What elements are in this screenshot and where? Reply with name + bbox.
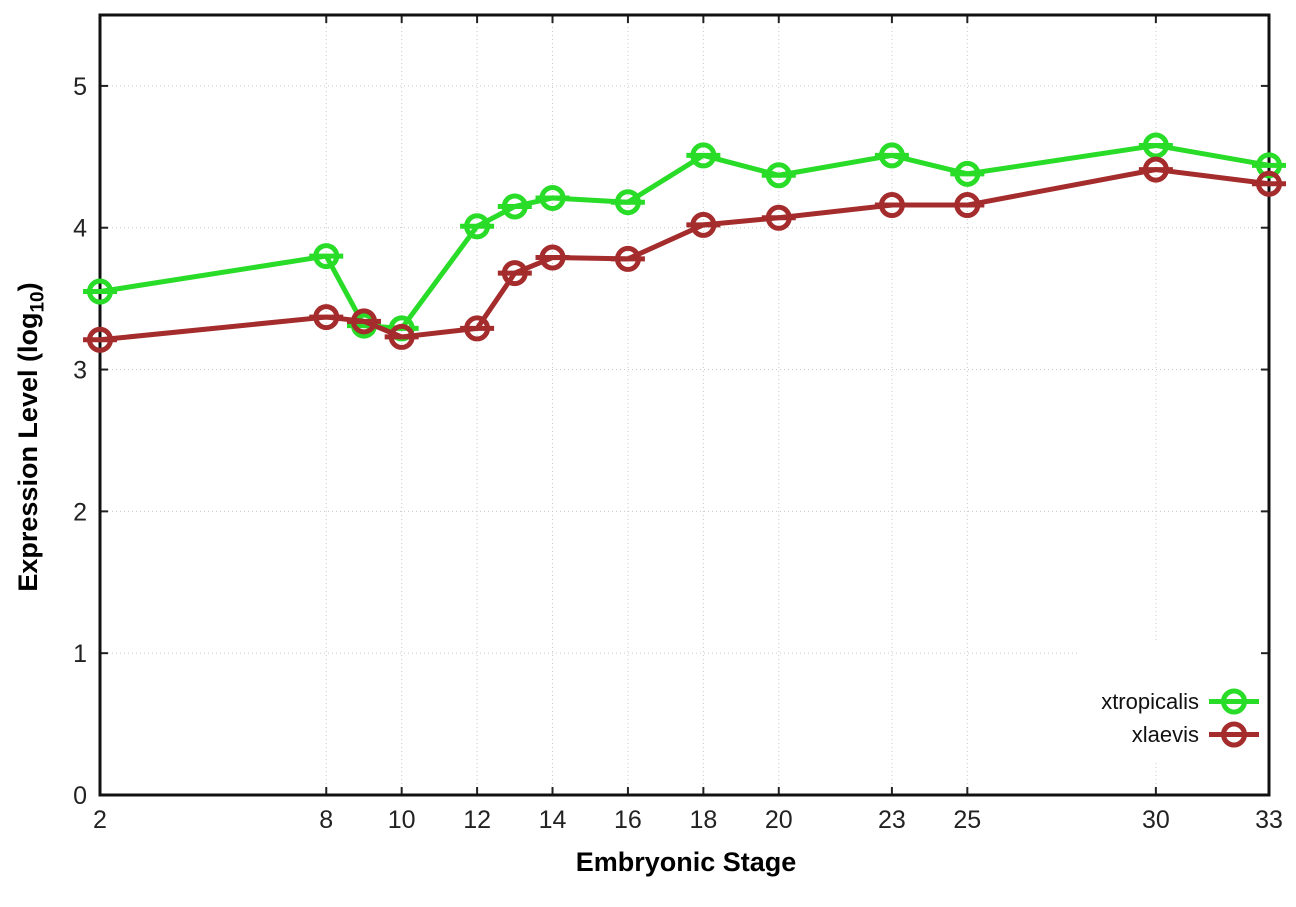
data-point-marker xyxy=(1256,170,1282,197)
y-tick-label: 2 xyxy=(73,498,87,526)
series-line-xtropicalis xyxy=(97,142,1272,331)
x-tick-label: 25 xyxy=(953,806,981,834)
data-point-marker xyxy=(464,213,491,240)
data-point-marker xyxy=(690,211,717,238)
data-point-marker xyxy=(87,278,113,305)
legend-sample-marker xyxy=(1221,688,1247,715)
data-point-marker xyxy=(313,304,340,331)
x-tick-label: 23 xyxy=(878,806,906,834)
data-point-marker xyxy=(878,192,905,219)
legend-item-xlaevis: xlaevis xyxy=(1132,718,1261,751)
data-point-marker xyxy=(313,243,340,270)
data-point-marker xyxy=(464,315,491,342)
legend-item-xtropicalis: xtropicalis xyxy=(1101,685,1261,718)
data-point-marker xyxy=(350,308,377,335)
x-tick-label: 18 xyxy=(689,806,717,834)
y-tick-label: 3 xyxy=(73,357,87,385)
y-axis-label-subscript: 10 xyxy=(27,291,49,313)
y-tick-label: 5 xyxy=(73,73,87,101)
legend: xtropicalis xlaevis xyxy=(1077,640,1261,763)
data-point-marker xyxy=(388,323,415,350)
plot-border xyxy=(98,13,1271,797)
legend-label-xlaevis: xlaevis xyxy=(1131,721,1199,747)
data-point-marker xyxy=(765,162,792,189)
data-point-marker xyxy=(954,192,981,219)
legend-sample-marker xyxy=(1221,721,1247,748)
y-axis-label-close: ) xyxy=(13,282,43,292)
x-tick-label: 10 xyxy=(388,806,416,834)
x-tick-label: 8 xyxy=(319,806,333,834)
data-point-marker xyxy=(539,244,566,271)
y-axis-label: Expression Level (log10) xyxy=(13,227,49,647)
data-point-marker xyxy=(765,204,792,231)
data-point-marker xyxy=(954,160,981,187)
y-tick-label: 0 xyxy=(73,782,87,810)
x-tick-label: 16 xyxy=(614,806,642,834)
data-point-marker xyxy=(614,189,641,216)
data-point-marker xyxy=(539,184,566,211)
data-point-marker xyxy=(501,260,528,287)
data-point-marker xyxy=(87,326,113,353)
data-point-marker xyxy=(1142,132,1169,159)
x-tick-label: 20 xyxy=(765,806,793,834)
x-tick-label: 33 xyxy=(1255,806,1283,834)
x-axis-label: Embryonic Stage xyxy=(575,847,797,877)
x-tick-label: 14 xyxy=(539,806,567,834)
x-tick-label: 30 xyxy=(1142,806,1170,834)
data-point-marker xyxy=(614,245,641,272)
x-tick-label: 2 xyxy=(93,806,107,834)
y-axis-label-text: Expression Level (log xyxy=(13,312,43,592)
y-tick-label: 1 xyxy=(73,640,87,668)
data-point-marker xyxy=(1256,152,1282,179)
x-tick-label: 12 xyxy=(463,806,491,834)
data-point-marker xyxy=(878,142,905,169)
series-marker-icon xyxy=(1209,721,1259,748)
series-line-xlaevis xyxy=(97,167,1272,343)
data-point-marker xyxy=(690,142,717,169)
legend-label-xtropicalis: xtropicalis xyxy=(1101,688,1199,714)
data-point-marker xyxy=(501,193,528,220)
data-point-marker xyxy=(1142,156,1169,183)
y-tick-label: 4 xyxy=(73,215,87,243)
series-marker-icon xyxy=(1209,688,1259,715)
